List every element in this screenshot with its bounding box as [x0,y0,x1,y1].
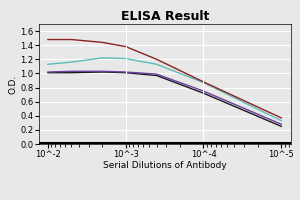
Antigen= 50ng [100,57,104,59]
Line: Antigen= 10ng: Antigen= 10ng [48,71,281,124]
Antigen= 10ng [124,71,128,73]
Line: Control Antigen = 100ng: Control Antigen = 100ng [48,72,281,126]
Antigen= 10ng [202,90,205,92]
Antigen= 50ng [124,57,128,60]
Control Antigen = 100ng [155,74,158,77]
Antigen= 100ng [100,41,104,44]
Antigen= 50ng [70,61,73,63]
Antigen= 10ng [70,70,73,72]
Line: Antigen= 50ng: Antigen= 50ng [48,58,281,121]
Antigen= 50ng [202,81,205,84]
X-axis label: Serial Dilutions of Antibody: Serial Dilutions of Antibody [103,161,227,170]
Antigen= 10ng [280,123,283,125]
Antigen= 50ng [155,63,158,65]
Title: ELISA Result: ELISA Result [121,10,209,23]
Antigen= 100ng [70,38,73,41]
Antigen= 100ng [46,38,50,41]
Control Antigen = 100ng [124,72,128,74]
Antigen= 10ng [46,71,50,73]
Antigen= 10ng [155,73,158,75]
Antigen= 50ng [46,63,50,65]
Control Antigen = 100ng [202,92,205,94]
Control Antigen = 100ng [280,125,283,128]
Line: Antigen= 100ng: Antigen= 100ng [48,40,281,118]
Antigen= 100ng [155,58,158,60]
Antigen= 10ng [100,70,104,72]
Control Antigen = 100ng [46,72,50,74]
Antigen= 100ng [202,81,205,83]
Antigen= 100ng [280,117,283,119]
Control Antigen = 100ng [100,71,104,73]
Antigen= 50ng [280,120,283,122]
Y-axis label: O.D.: O.D. [8,74,17,94]
Control Antigen = 100ng [70,72,73,74]
Antigen= 100ng [124,45,128,48]
